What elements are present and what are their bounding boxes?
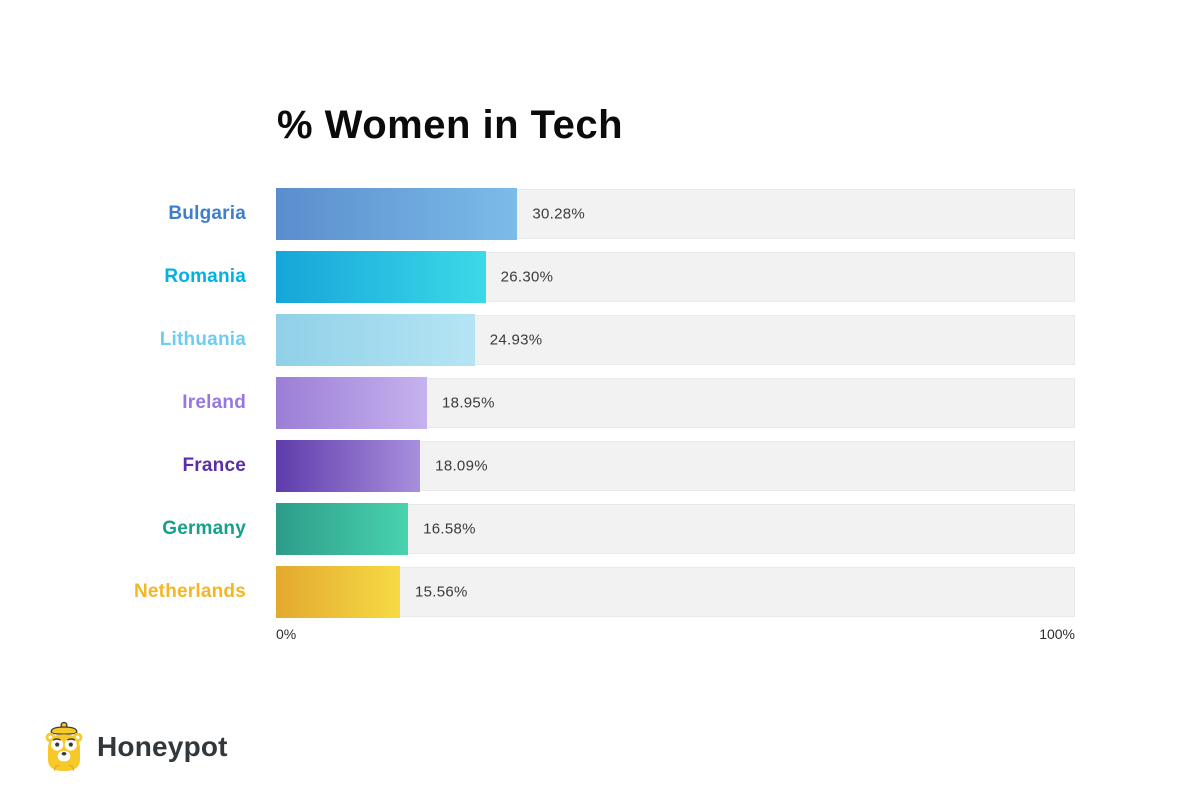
bar-value-label: 26.30% bbox=[500, 268, 554, 286]
bar-row: Bulgaria 30.28% bbox=[0, 188, 1075, 240]
country-label: Ireland bbox=[182, 392, 246, 413]
chart-title: % Women in Tech bbox=[277, 103, 624, 147]
bar-track: 15.56% bbox=[276, 566, 1075, 618]
bar-fill bbox=[276, 566, 400, 618]
bar-value-label: 24.93% bbox=[489, 331, 543, 349]
bar-row: Netherlands 15.56% bbox=[0, 566, 1075, 618]
bar-value-label: 18.95% bbox=[442, 394, 495, 412]
country-label: Lithuania bbox=[159, 329, 246, 350]
country-label: Bulgaria bbox=[168, 203, 246, 224]
bar-value-label: 15.56% bbox=[415, 583, 468, 601]
x-axis: 0% 100% bbox=[276, 626, 1075, 642]
bar-value-label: 16.58% bbox=[423, 520, 476, 538]
bar-fill bbox=[276, 440, 421, 492]
bar-value-label: 30.28% bbox=[532, 205, 586, 223]
bar-track: 18.09% bbox=[276, 440, 1075, 492]
axis-min-label: 0% bbox=[276, 626, 297, 642]
bar-row: Ireland 18.95% bbox=[0, 377, 1075, 429]
bar-track: 18.95% bbox=[276, 377, 1075, 429]
country-label: Netherlands bbox=[133, 581, 246, 602]
bar-row: Germany 16.58% bbox=[0, 503, 1075, 555]
bar-chart: Bulgaria 30.28% Romania 26.30% Lithuania 24.9… bbox=[0, 188, 1075, 630]
bar-fill bbox=[276, 188, 518, 240]
axis-max-label: 100% bbox=[1039, 626, 1075, 642]
brand-logo: Honeypot bbox=[40, 721, 228, 773]
bar-fill bbox=[276, 503, 409, 555]
bar-fill bbox=[276, 377, 428, 429]
bar-row: Romania 26.30% bbox=[0, 251, 1075, 303]
country-label: France bbox=[182, 455, 246, 476]
honeypot-bear-icon bbox=[45, 721, 83, 771]
bar-track: 24.93% bbox=[276, 314, 1075, 366]
bar-row: Lithuania 24.93% bbox=[0, 314, 1075, 366]
brand-name: Honeypot bbox=[97, 731, 228, 762]
bar-track: 16.58% bbox=[276, 503, 1075, 555]
country-label: Romania bbox=[164, 266, 246, 287]
bar-fill bbox=[276, 314, 475, 366]
bar-row: France 18.09% bbox=[0, 440, 1075, 492]
country-label: Germany bbox=[162, 518, 246, 539]
bar-track: 30.28% bbox=[276, 188, 1075, 240]
bar-fill bbox=[276, 251, 486, 303]
bar-value-label: 18.09% bbox=[435, 457, 488, 475]
bar-track: 26.30% bbox=[276, 251, 1075, 303]
